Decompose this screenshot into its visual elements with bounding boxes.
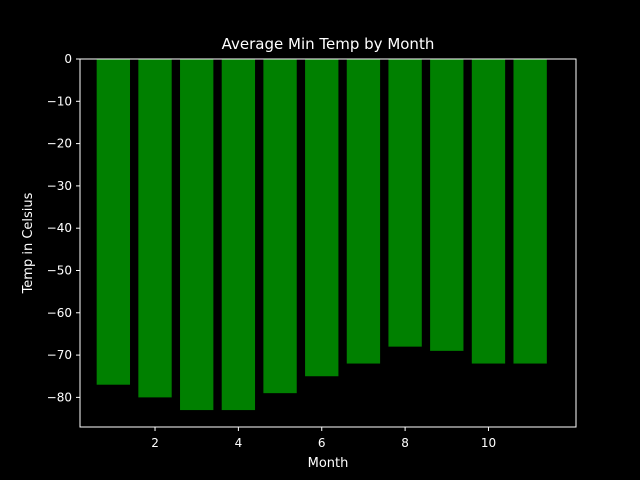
bar-month-3 (180, 59, 214, 411)
y-tick-label--60: −60 (47, 306, 72, 320)
bar-month-2 (138, 59, 172, 398)
chart-title: Average Min Temp by Month (222, 35, 435, 53)
y-tick-label--70: −70 (47, 348, 72, 362)
y-tick-label--10: −10 (47, 94, 72, 108)
bar-month-10 (471, 59, 506, 364)
x-tick-label-2: 2 (151, 436, 159, 450)
bar-month-4 (221, 59, 256, 411)
bar-month-9 (430, 59, 464, 351)
bar-month-7 (346, 59, 381, 364)
x-tick-label-4: 4 (235, 436, 243, 450)
bar-month-5 (263, 59, 297, 394)
bar-month-8 (388, 59, 422, 347)
plot-frame (79, 58, 577, 428)
y-tick-label--30: −30 (47, 179, 72, 193)
bar-month-6 (305, 59, 339, 377)
x-tick-label-8: 8 (401, 436, 409, 450)
y-axis-label: Temp in Celsius (21, 192, 36, 294)
bar-month-11 (513, 59, 547, 364)
y-tick-label-0: 0 (64, 52, 72, 66)
bar-series (96, 59, 547, 411)
bar-month-1 (96, 59, 131, 385)
y-tick-label--20: −20 (47, 137, 72, 151)
y-tick-label--80: −80 (47, 390, 72, 404)
y-tick-label--50: −50 (47, 263, 72, 277)
x-tick-label-10: 10 (481, 436, 496, 450)
axes: 2 4 6 8 10 0 −10 −20 −30 −40 −50 −60 −70 −80 (47, 52, 577, 450)
x-axis-label: Month (308, 456, 349, 471)
y-tick-label--40: −40 (47, 221, 72, 235)
x-tick-label-6: 6 (318, 436, 326, 450)
